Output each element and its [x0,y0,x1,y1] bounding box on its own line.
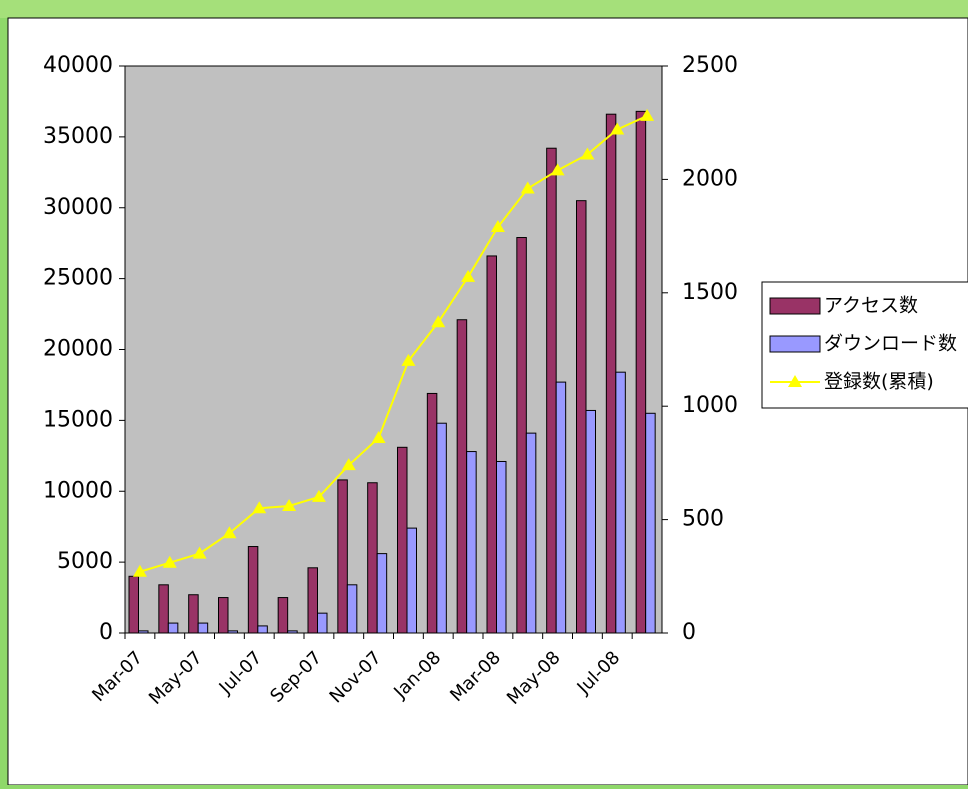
y-tick-label: 5000 [57,549,113,574]
y2-tick-label: 1500 [682,280,738,305]
y2-tick-label: 2000 [682,166,738,191]
y2-tick-label: 0 [682,620,696,645]
y-tick-label: 15000 [43,407,113,432]
bar [198,623,208,633]
bar [248,547,257,633]
y-tick-label: 0 [99,620,113,645]
bar [368,483,378,633]
legend-label: アクセス数 [824,295,918,317]
bar [308,568,318,633]
bar [427,393,437,633]
bar [616,372,626,633]
bar [457,320,467,633]
bar [258,626,268,633]
bar [586,410,596,633]
bar [338,480,348,633]
legend-label: 登録数(累積) [824,371,934,393]
decoration [0,0,968,18]
y-tick-label: 35000 [43,124,113,149]
bar [168,623,178,633]
y2-tick-label: 1000 [682,393,738,418]
page: {"chart_data":{"type":"bar-line", "categ… [0,0,968,785]
bar [347,585,357,633]
bar [497,461,507,633]
bar [398,447,408,633]
legend-swatch [770,336,820,352]
bar [487,256,497,633]
y2-tick-label: 2500 [682,53,738,78]
y2-tick-label: 500 [682,507,724,532]
bar [606,114,616,633]
bar [228,631,238,633]
bar [139,631,149,633]
bar [577,201,587,633]
bar [526,433,536,633]
bar [278,598,288,633]
bar [129,576,139,633]
bar [517,238,527,633]
bar [219,598,229,633]
chart: 0500010000150002000025000300003500040000… [0,0,968,785]
bar [646,413,656,633]
bar [189,595,199,633]
bar [407,528,417,633]
y-tick-label: 25000 [43,266,113,291]
bar [437,423,447,633]
bar [467,452,477,633]
bar [556,382,566,633]
legend-swatch [770,298,820,314]
bar [288,631,298,633]
bar [159,585,169,633]
y-tick-label: 30000 [43,195,113,220]
bar [377,554,387,633]
y-tick-label: 40000 [43,53,113,78]
bar [636,111,646,633]
y-tick-label: 10000 [43,478,113,503]
y-tick-label: 20000 [43,337,113,362]
legend-label: ダウンロード数 [824,333,957,355]
bar [318,613,328,633]
bar [547,148,557,633]
